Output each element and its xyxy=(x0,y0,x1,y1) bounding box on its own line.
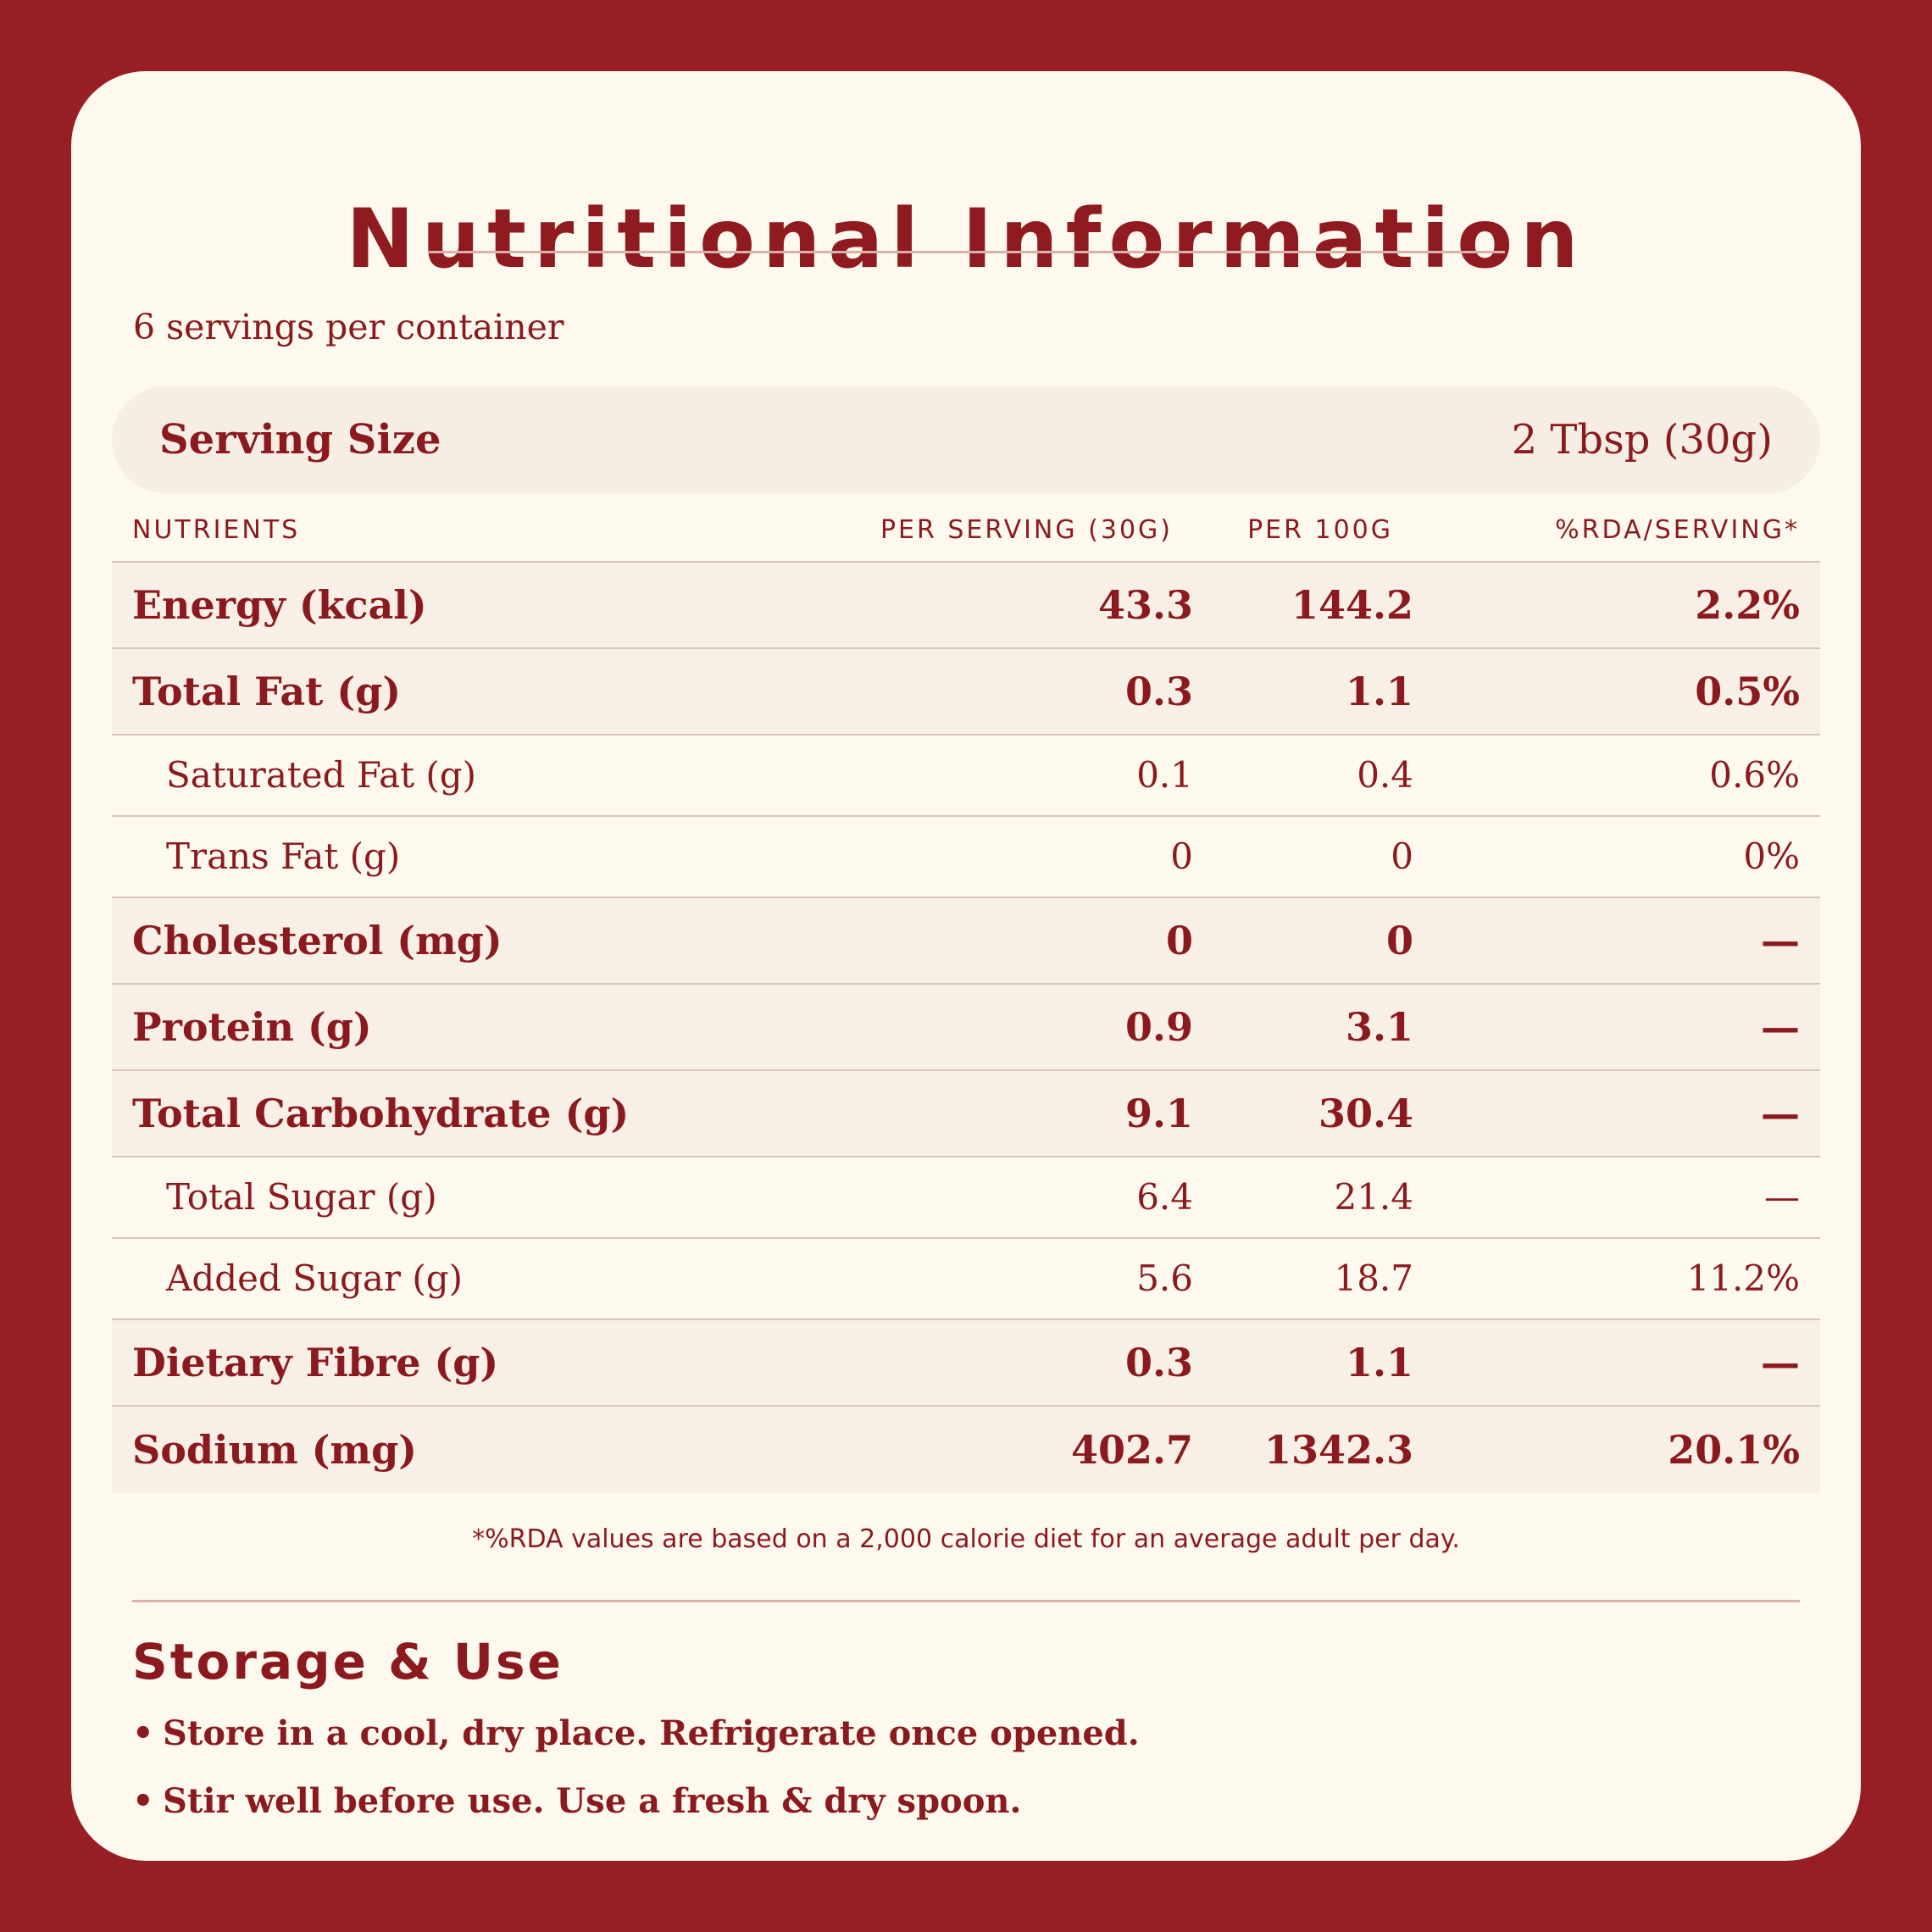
table-row: Cholesterol (mg) 0 0 — xyxy=(112,898,1820,985)
per-serving-value: 0 xyxy=(1170,836,1193,877)
per-serving-value: 0.3 xyxy=(1124,1340,1193,1385)
nutrition-card: Nutritional Information 6 servings per c… xyxy=(71,71,1861,1861)
title-divider xyxy=(429,251,1505,253)
nutrient-name: Total Carbohydrate (g) xyxy=(132,1091,630,1136)
table-row: Trans Fat (g) 0 0 0% xyxy=(112,817,1820,898)
nutrient-name: Sodium (mg) xyxy=(132,1427,418,1473)
bullet-icon: • xyxy=(132,1713,154,1753)
per-serving-value: 6.4 xyxy=(1136,1176,1193,1218)
table-row: Dietary Fibre (g) 0.3 1.1 — xyxy=(112,1320,1820,1407)
per-serving-value: 0.3 xyxy=(1124,669,1193,714)
nutrient-name: Saturated Fat (g) xyxy=(166,754,477,796)
rda-value: — xyxy=(1764,1176,1800,1218)
table-row: Energy (kcal) 43.3 144.2 2.2% xyxy=(112,563,1820,649)
rda-value: 0.5% xyxy=(1695,669,1800,714)
per-serving-value: 0.1 xyxy=(1136,754,1193,796)
column-header-rda: %RDA/SERVING* xyxy=(1555,515,1800,545)
column-header-per-serving: PER SERVING (30G) xyxy=(880,515,1173,545)
rda-value: — xyxy=(1761,1004,1800,1050)
storage-divider xyxy=(132,1600,1800,1602)
nutrient-name: Total Sugar (g) xyxy=(166,1176,437,1218)
storage-item-text: Stir well before use. Use a fresh & dry … xyxy=(163,1781,1022,1821)
list-item: • Stir well before use. Use a fresh & dry… xyxy=(132,1785,1140,1852)
table-row: Total Carbohydrate (g) 9.1 30.4 — xyxy=(112,1071,1820,1158)
page-title: Nutritional Information xyxy=(346,192,1586,286)
rda-value: — xyxy=(1761,1091,1800,1136)
nutrient-name: Dietary Fibre (g) xyxy=(132,1340,499,1385)
rda-value: — xyxy=(1761,918,1800,963)
nutrient-name: Added Sugar (g) xyxy=(166,1257,464,1299)
servings-per-container: 6 servings per container xyxy=(133,307,564,347)
rda-value: 2.2% xyxy=(1695,582,1800,628)
rda-value: — xyxy=(1761,1340,1800,1385)
table-row: Saturated Fat (g) 0.1 0.4 0.6% xyxy=(112,736,1820,817)
per-100g-value: 1342.3 xyxy=(1263,1427,1413,1473)
storage-heading: Storage & Use xyxy=(132,1633,564,1690)
per-100g-value: 3.1 xyxy=(1345,1004,1413,1050)
per-serving-value: 0 xyxy=(1165,918,1193,963)
per-100g-value: 30.4 xyxy=(1318,1091,1413,1136)
per-100g-value: 18.7 xyxy=(1334,1257,1413,1299)
nutrient-name: Total Fat (g) xyxy=(132,669,402,714)
storage-item-text: Store in a cool, dry place. Refrigerate … xyxy=(163,1713,1140,1753)
per-serving-value: 5.6 xyxy=(1136,1257,1193,1299)
table-header: NUTRIENTS PER SERVING (30G) PER 100G %RD… xyxy=(71,514,1861,547)
column-header-nutrients: NUTRIENTS xyxy=(132,515,301,545)
serving-size-label: Serving Size xyxy=(159,416,441,464)
rda-value: 11.2% xyxy=(1686,1257,1800,1299)
per-serving-value: 0.9 xyxy=(1124,1004,1193,1050)
per-100g-value: 1.1 xyxy=(1345,1340,1413,1385)
rda-footnote: *%RDA values are based on a 2,000 calori… xyxy=(472,1524,1460,1554)
nutrient-name: Protein (g) xyxy=(132,1004,372,1050)
list-item: • Store in a cool, dry place. Refrigerate… xyxy=(132,1717,1140,1785)
serving-size-bar: Serving Size 2 Tbsp (30g) xyxy=(112,386,1820,493)
table-row: Sodium (mg) 402.7 1342.3 20.1% xyxy=(112,1407,1820,1493)
per-100g-value: 144.2 xyxy=(1291,582,1413,628)
per-serving-value: 9.1 xyxy=(1124,1091,1193,1136)
per-100g-value: 0.4 xyxy=(1357,754,1413,796)
table-row: Total Sugar (g) 6.4 21.4 — xyxy=(112,1158,1820,1239)
per-100g-value: 1.1 xyxy=(1345,669,1413,714)
table-row: Total Fat (g) 0.3 1.1 0.5% xyxy=(112,649,1820,736)
column-header-per-100g: PER 100G xyxy=(1247,515,1393,545)
nutrient-name: Cholesterol (mg) xyxy=(132,918,502,963)
rda-value: 0% xyxy=(1743,836,1800,877)
per-serving-value: 43.3 xyxy=(1097,582,1193,628)
per-100g-value: 21.4 xyxy=(1334,1176,1413,1218)
rda-value: 20.1% xyxy=(1668,1427,1800,1473)
table-row: Added Sugar (g) 5.6 18.7 11.2% xyxy=(112,1239,1820,1320)
nutrition-table: Energy (kcal) 43.3 144.2 2.2% Total Fat … xyxy=(112,561,1820,1493)
per-serving-value: 402.7 xyxy=(1070,1427,1193,1473)
table-row: Protein (g) 0.9 3.1 — xyxy=(112,985,1820,1071)
per-100g-value: 0 xyxy=(1391,836,1413,877)
bullet-icon: • xyxy=(132,1781,154,1821)
per-100g-value: 0 xyxy=(1385,918,1413,963)
nutrient-name: Trans Fat (g) xyxy=(166,836,401,877)
serving-size-value: 2 Tbsp (30g) xyxy=(1511,416,1773,464)
rda-value: 0.6% xyxy=(1709,754,1800,796)
nutrient-name: Energy (kcal) xyxy=(132,582,427,628)
storage-list: • Store in a cool, dry place. Refrigerate… xyxy=(132,1717,1140,1852)
